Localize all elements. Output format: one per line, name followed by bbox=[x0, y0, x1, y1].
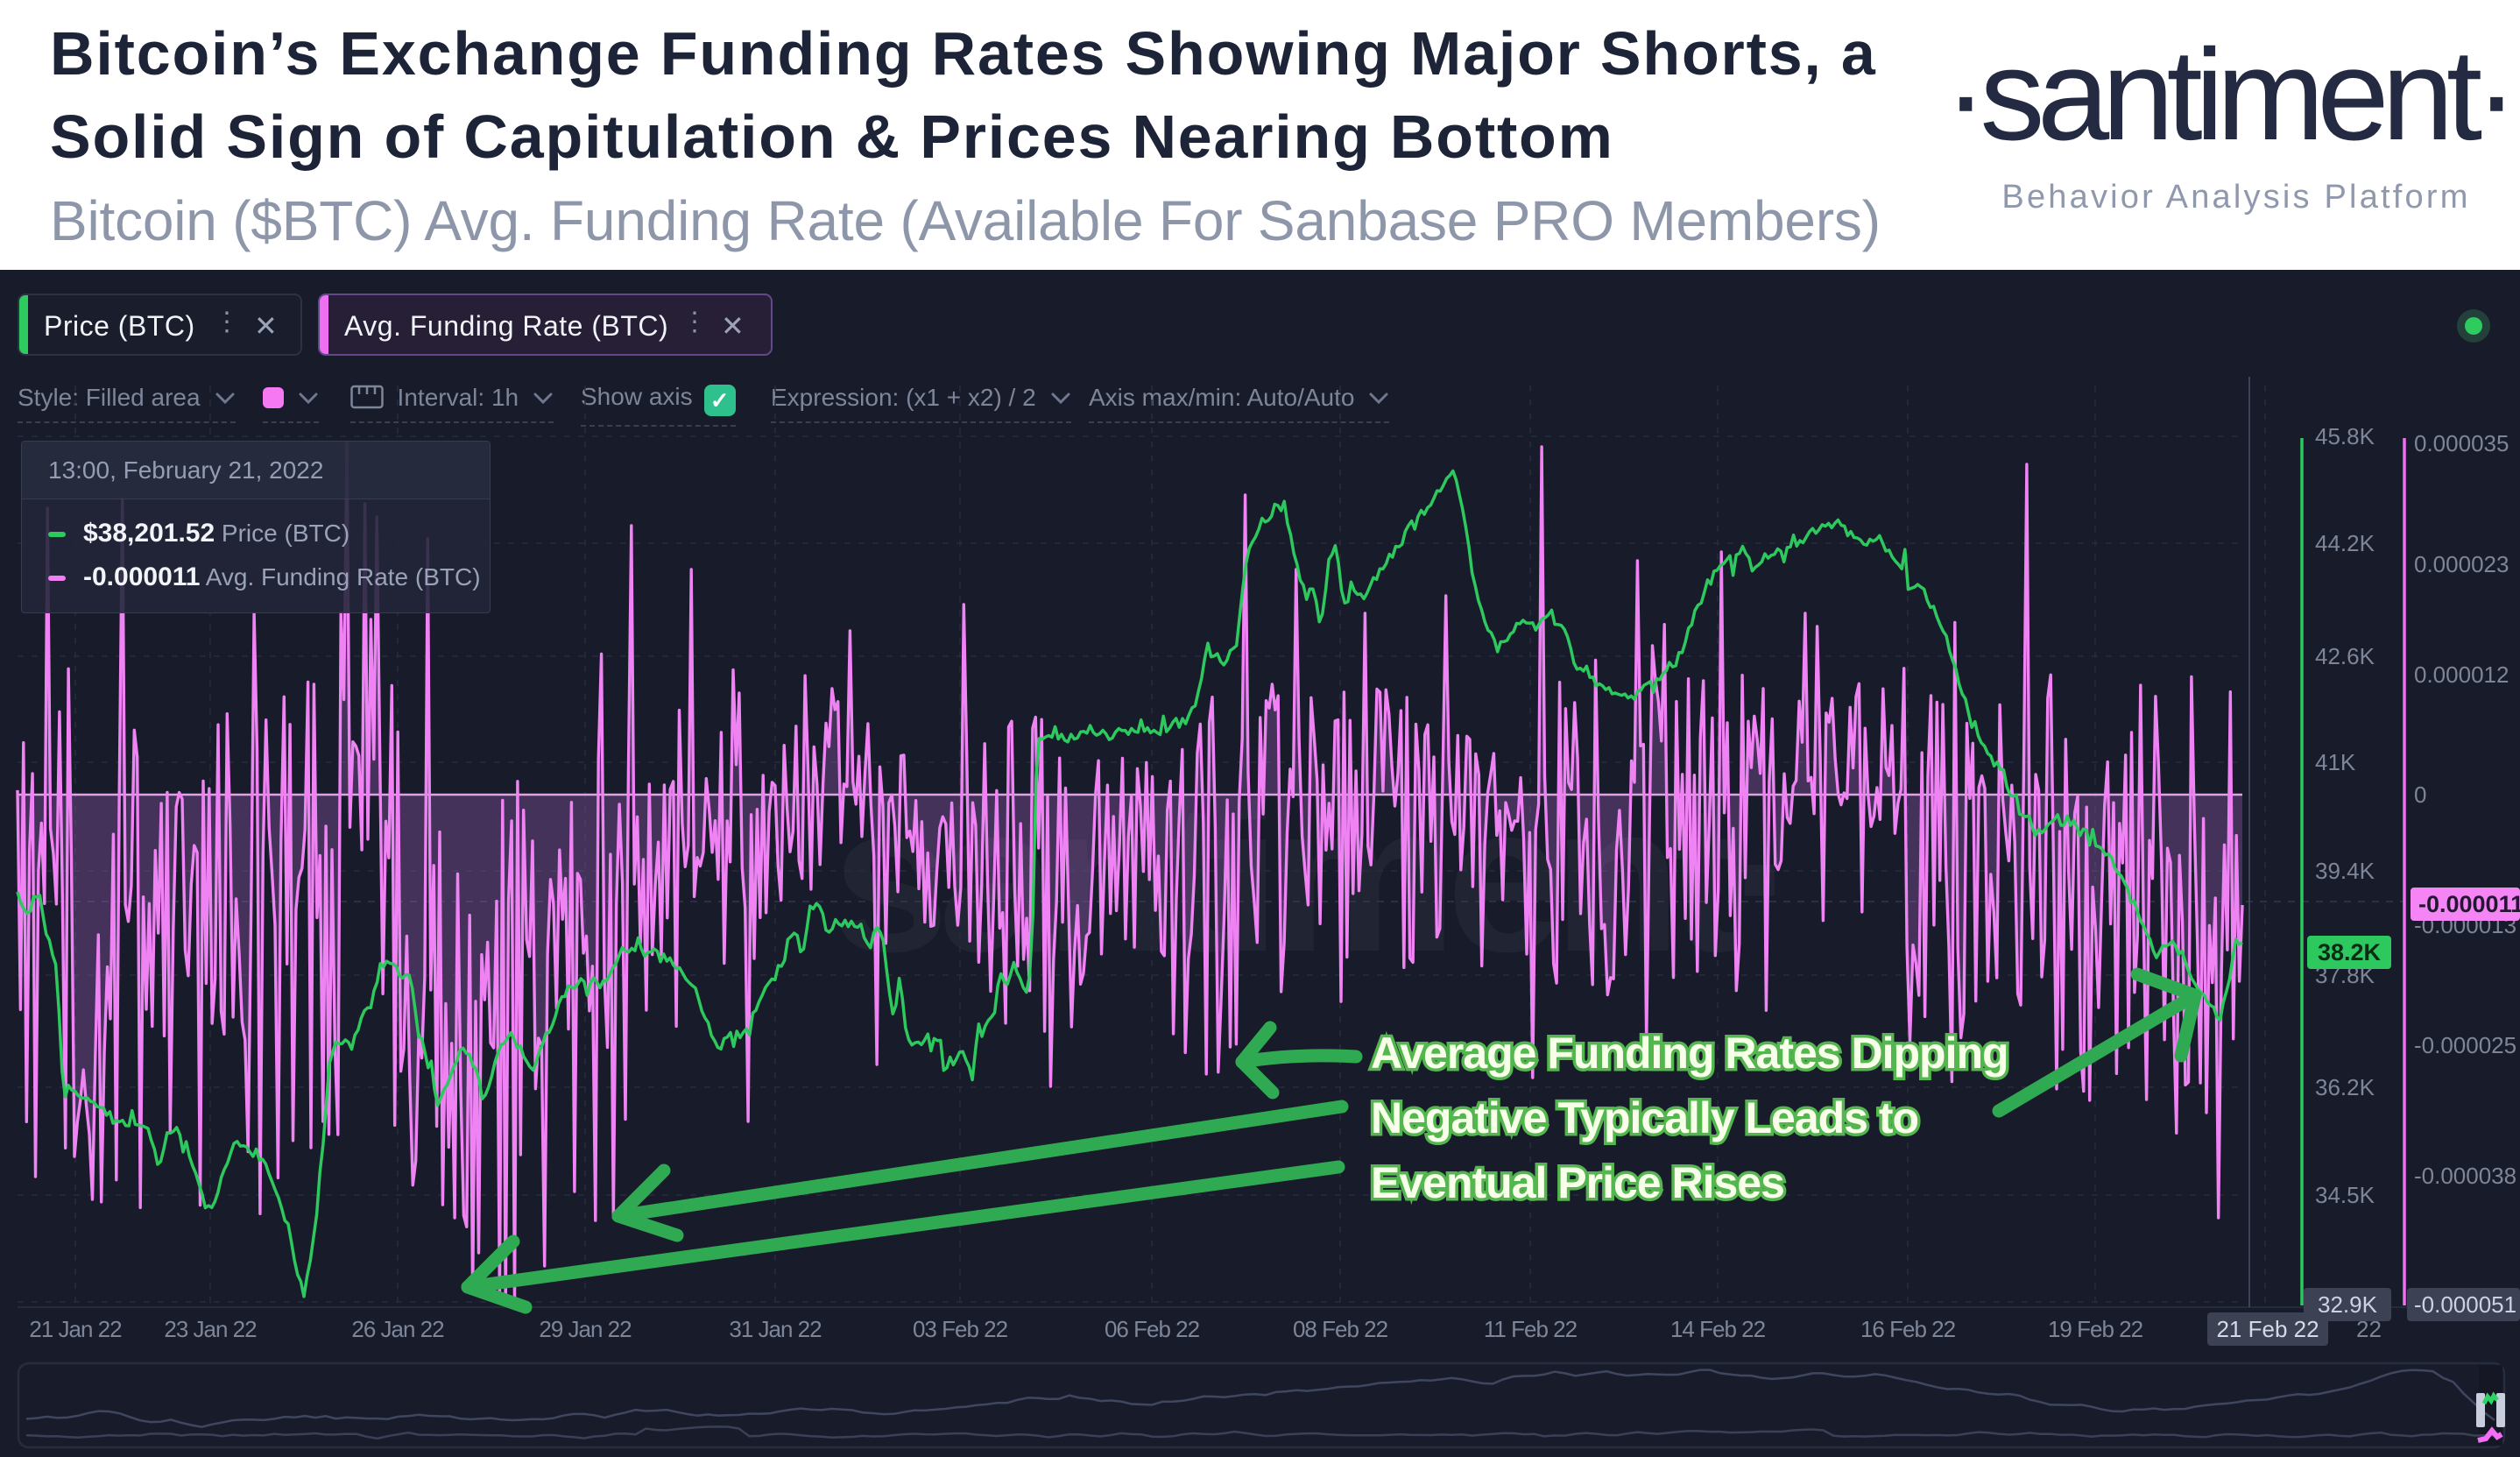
svg-text:0.000035: 0.000035 bbox=[2414, 430, 2509, 456]
svg-text:06 Feb 22: 06 Feb 22 bbox=[1105, 1316, 1200, 1342]
svg-text:31 Jan 22: 31 Jan 22 bbox=[729, 1316, 822, 1342]
svg-text:-0.000051: -0.000051 bbox=[2414, 1291, 2516, 1318]
svg-text:42.6K: 42.6K bbox=[2315, 643, 2375, 669]
svg-text:0.000023: 0.000023 bbox=[2414, 551, 2509, 577]
svg-text:-0.000025: -0.000025 bbox=[2414, 1032, 2516, 1058]
svg-text:38.2K: 38.2K bbox=[2318, 939, 2382, 965]
svg-text:21 Feb 22: 21 Feb 22 bbox=[2216, 1316, 2319, 1342]
svg-text:32.9K: 32.9K bbox=[2318, 1291, 2378, 1318]
svg-text:-0.000011: -0.000011 bbox=[2418, 891, 2520, 917]
svg-text:23 Jan 22: 23 Jan 22 bbox=[164, 1316, 257, 1342]
svg-text:16 Feb 22: 16 Feb 22 bbox=[1860, 1316, 1956, 1342]
svg-text:14 Feb 22: 14 Feb 22 bbox=[1670, 1316, 1766, 1342]
svg-text:0: 0 bbox=[2414, 782, 2426, 808]
svg-text:26 Jan 22: 26 Jan 22 bbox=[351, 1316, 444, 1342]
svg-text:44.2K: 44.2K bbox=[2315, 530, 2375, 556]
svg-text:11 Feb 22: 11 Feb 22 bbox=[1484, 1316, 1578, 1342]
svg-text:03 Feb 22: 03 Feb 22 bbox=[913, 1316, 1008, 1342]
svg-text:45.8K: 45.8K bbox=[2315, 423, 2375, 449]
svg-text:19 Feb 22: 19 Feb 22 bbox=[2048, 1316, 2143, 1342]
svg-text:39.4K: 39.4K bbox=[2315, 858, 2375, 884]
svg-text:08 Feb 22: 08 Feb 22 bbox=[1293, 1316, 1388, 1342]
svg-text:41K: 41K bbox=[2315, 749, 2356, 775]
svg-text:0.000012: 0.000012 bbox=[2414, 661, 2509, 688]
svg-text:-0.000038: -0.000038 bbox=[2414, 1163, 2516, 1189]
svg-text:34.5K: 34.5K bbox=[2315, 1182, 2375, 1208]
svg-text:21 Jan 22: 21 Jan 22 bbox=[29, 1316, 122, 1342]
svg-text:36.2K: 36.2K bbox=[2315, 1074, 2375, 1100]
svg-text:29 Jan 22: 29 Jan 22 bbox=[539, 1316, 632, 1342]
